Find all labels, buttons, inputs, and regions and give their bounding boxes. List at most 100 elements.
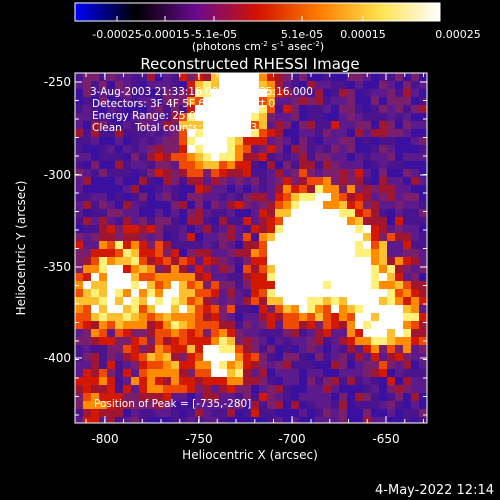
heatmap-cell (387, 393, 395, 401)
heatmap-cell (275, 217, 283, 225)
heatmap-cell (163, 257, 171, 265)
heatmap-cell (379, 201, 387, 209)
heatmap-cell (419, 305, 427, 313)
heatmap-cell (107, 297, 115, 305)
heatmap-cell (123, 289, 131, 297)
heatmap-cell (187, 73, 195, 81)
heatmap-cell (243, 209, 251, 217)
heatmap-cell (131, 321, 139, 329)
heatmap-cell (163, 185, 171, 193)
heatmap-cell (99, 417, 107, 423)
heatmap-cell (387, 369, 395, 377)
heatmap-cell (315, 153, 323, 161)
heatmap-cell (171, 169, 179, 177)
heatmap-cell (139, 153, 147, 161)
heatmap-cell (115, 297, 123, 305)
heatmap-cell (219, 329, 227, 337)
heatmap-cell (123, 409, 131, 417)
heatmap-cell (411, 97, 419, 105)
heatmap-cell (379, 321, 387, 329)
heatmap-cell (331, 97, 339, 105)
heatmap-cell (171, 393, 179, 401)
heatmap-cell (243, 289, 251, 297)
heatmap-cell (411, 305, 419, 313)
heatmap-cell (195, 241, 203, 249)
heatmap-cell (387, 137, 395, 145)
heatmap-cell (283, 89, 291, 97)
heatmap-cell (315, 185, 323, 193)
heatmap-cell (307, 321, 315, 329)
heatmap-cell (75, 289, 83, 297)
x-tick-label: -700 (278, 432, 305, 446)
heatmap-cell (275, 209, 283, 217)
heatmap-cell (315, 97, 323, 105)
heatmap-cell (363, 153, 371, 161)
heatmap-cell (75, 145, 83, 153)
heatmap-cell (291, 289, 299, 297)
heatmap-cell (155, 225, 163, 233)
heatmap-cell (235, 105, 243, 113)
heatmap-cell (155, 73, 163, 81)
heatmap-cell (243, 145, 251, 153)
heatmap-cell (363, 409, 371, 417)
heatmap-cell (219, 305, 227, 313)
heatmap-cell (339, 201, 347, 209)
heatmap-cell (211, 321, 219, 329)
heatmap-cell (387, 409, 395, 417)
heatmap-cell (227, 169, 235, 177)
heatmap-cell (339, 289, 347, 297)
heatmap-cell (347, 169, 355, 177)
heatmap-cell (131, 169, 139, 177)
heatmap-cell (379, 409, 387, 417)
heatmap-cell (131, 137, 139, 145)
heatmap-cell (323, 177, 331, 185)
heatmap-cell (187, 89, 195, 97)
heatmap-cell (155, 337, 163, 345)
heatmap-cell (347, 361, 355, 369)
heatmap-cell (155, 289, 163, 297)
heatmap-cell (243, 321, 251, 329)
heatmap-cell (235, 201, 243, 209)
heatmap-cell (147, 273, 155, 281)
heatmap-cell (75, 73, 83, 81)
heatmap-cell (259, 137, 267, 145)
heatmap-cell (259, 177, 267, 185)
heatmap-cell (347, 81, 355, 89)
heatmap-cell (403, 97, 411, 105)
heatmap-cell (163, 177, 171, 185)
heatmap-cell (347, 105, 355, 113)
heatmap-cell (163, 393, 171, 401)
heatmap-cell (179, 105, 187, 113)
heatmap-cell (107, 89, 115, 97)
heatmap-cell (355, 361, 363, 369)
heatmap-cell (163, 273, 171, 281)
heatmap-cell (75, 401, 83, 409)
heatmap-cell (235, 89, 243, 97)
heatmap-cell (203, 393, 211, 401)
info-line-detectors: Detectors: 3F 4F 5F 6F 7F 8F, Att 0 (92, 98, 275, 110)
heatmap-cell (339, 145, 347, 153)
heatmap-cell (331, 297, 339, 305)
heatmap-cell (83, 321, 91, 329)
heatmap-cell (307, 185, 315, 193)
heatmap-cell (395, 345, 403, 353)
heatmap-cell (419, 313, 427, 321)
heatmap-cell (259, 257, 267, 265)
heatmap-cell (403, 137, 411, 145)
heatmap-cell (267, 401, 275, 409)
heatmap-cell (187, 129, 195, 137)
heatmap-cell (363, 225, 371, 233)
heatmap-cell (91, 73, 99, 81)
heatmap-cell (379, 137, 387, 145)
heatmap-cell (243, 273, 251, 281)
heatmap-cell (219, 265, 227, 273)
heatmap-cell (91, 329, 99, 337)
heatmap-cell (331, 217, 339, 225)
heatmap-cell (395, 265, 403, 273)
heatmap-cell (323, 313, 331, 321)
heatmap-cell (251, 185, 259, 193)
heatmap-cell (363, 193, 371, 201)
heatmap-cell (227, 281, 235, 289)
heatmap-cell (275, 89, 283, 97)
heatmap-cell (219, 97, 227, 105)
